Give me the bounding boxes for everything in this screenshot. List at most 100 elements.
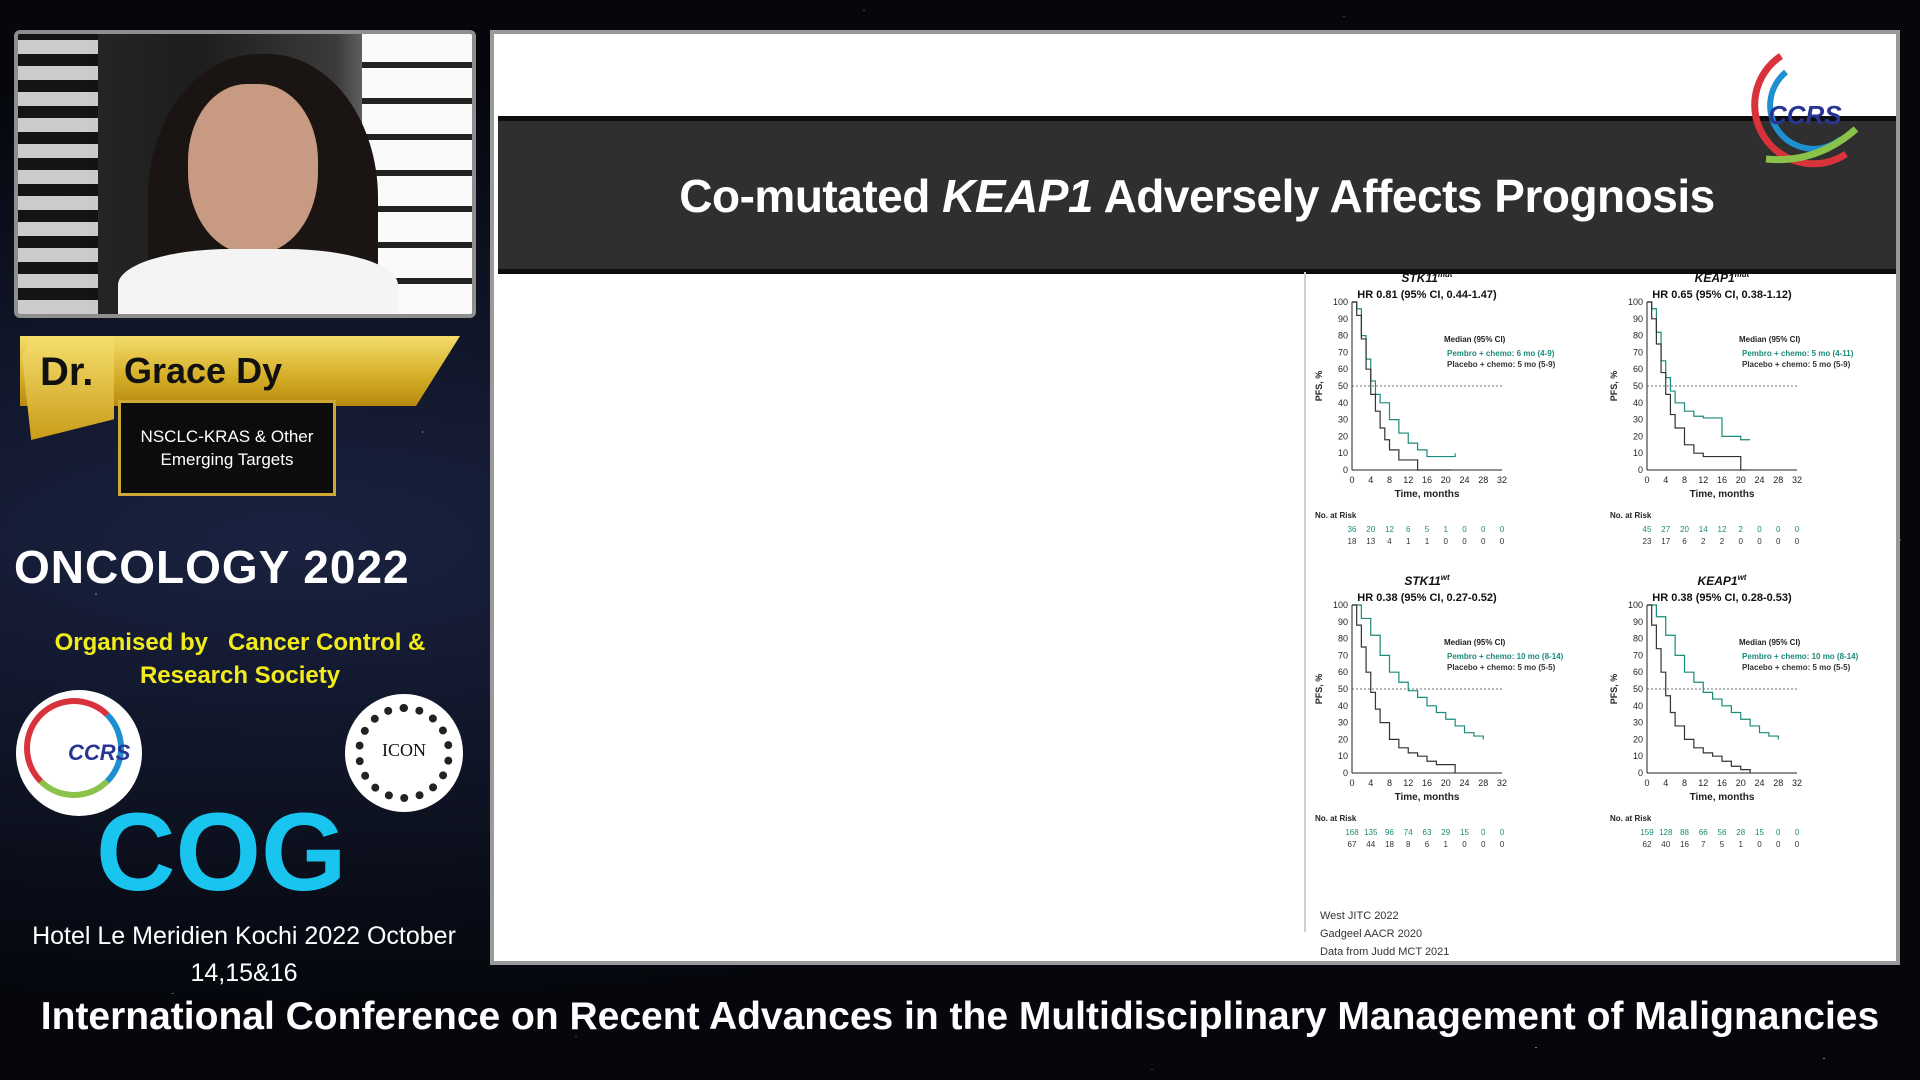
km-x-tick-label: 12 — [1698, 475, 1708, 485]
ccrs-ring-icon — [24, 698, 124, 798]
km-y-tick-label: 50 — [1338, 381, 1348, 391]
km-at-risk-value: 17 — [1661, 537, 1670, 546]
km-at-risk-value: 0 — [1757, 537, 1762, 546]
km-x-tick-label: 20 — [1736, 475, 1746, 485]
km-x-tick-label: 24 — [1459, 778, 1469, 788]
km-hr: HR 0.38 (95% CI, 0.28-0.53) — [1652, 592, 1792, 604]
km-y-label: PFS, % — [1314, 674, 1324, 705]
speaker-prefix: Dr. — [40, 350, 94, 394]
km-y-tick-label: 30 — [1338, 415, 1348, 425]
organiser-block: Organised by Cancer Control & Research S… — [20, 626, 460, 692]
km-y-tick-label: 0 — [1638, 465, 1643, 475]
km-at-risk-value: 0 — [1500, 525, 1505, 534]
km-at-risk-value: 0 — [1481, 537, 1486, 546]
km-y-tick-label: 100 — [1333, 600, 1348, 610]
km-at-risk-value: 0 — [1757, 525, 1762, 534]
km-y-tick-label: 80 — [1338, 634, 1348, 644]
km-at-risk-value: 0 — [1776, 840, 1781, 849]
km-at-risk-value: 2 — [1739, 525, 1744, 534]
km-at-risk-value: 6 — [1425, 840, 1430, 849]
km-x-tick-label: 8 — [1682, 778, 1687, 788]
km-legend-entry: Pembro + chemo: 10 mo (8-14) — [1742, 652, 1859, 661]
km-x-tick-label: 20 — [1736, 778, 1746, 788]
km-at-risk-value: 0 — [1462, 525, 1467, 534]
km-at-risk-value: 0 — [1795, 828, 1800, 837]
km-at-risk-value: 0 — [1776, 525, 1781, 534]
km-title: KEAP1wt — [1698, 573, 1747, 588]
km-at-risk-value: 96 — [1385, 828, 1394, 837]
km-y-tick-label: 20 — [1633, 431, 1643, 441]
km-y-tick-label: 10 — [1633, 751, 1643, 761]
km-title: STK11mut — [1401, 272, 1452, 285]
venue-text: Hotel Le Meridien Kochi 2022 October 14,… — [32, 922, 456, 987]
km-legend-entry: Pembro + chemo: 10 mo (8-14) — [1447, 652, 1564, 661]
km-y-tick-label: 90 — [1338, 617, 1348, 627]
km-y-tick-label: 100 — [1628, 297, 1643, 307]
km-x-tick-label: 12 — [1698, 778, 1708, 788]
km-hr: HR 0.81 (95% CI, 0.44-1.47) — [1357, 289, 1497, 301]
km-legend-entry: Pembro + chemo: 6 mo (4-9) — [1447, 349, 1555, 358]
km-at-risk-value: 0 — [1444, 537, 1449, 546]
icon-ring-icon — [355, 704, 453, 802]
km-legend-title: Median (95% CI) — [1739, 638, 1801, 647]
icon-logo: ICON — [345, 694, 463, 812]
reference-item: West JITC 2022 — [1320, 910, 1399, 922]
km-at-risk-value: 23 — [1643, 537, 1652, 546]
slide-header: Co-mutated KEAP1 Adversely Affects Progn… — [498, 116, 1896, 274]
km-x-tick-label: 8 — [1387, 475, 1392, 485]
km-x-tick-label: 32 — [1497, 475, 1507, 485]
km-series-line — [1647, 301, 1746, 471]
event-name: ONCOLOGY 2022 — [14, 541, 410, 593]
km-legend-title: Median (95% CI) — [1444, 638, 1506, 647]
conference-title: International Conference on Recent Advan… — [40, 995, 1880, 1038]
km-series-line — [1647, 604, 1751, 773]
km-x-label: Time, months — [1395, 792, 1460, 803]
km-y-tick-label: 90 — [1633, 617, 1643, 627]
km-x-tick-label: 28 — [1478, 475, 1488, 485]
km-x-tick-label: 4 — [1663, 778, 1668, 788]
km-x-tick-label: 8 — [1682, 475, 1687, 485]
km-x-tick-label: 16 — [1422, 475, 1432, 485]
km-y-tick-label: 90 — [1633, 314, 1643, 324]
km-x-tick-label: 12 — [1403, 475, 1413, 485]
km-x-tick-label: 32 — [1792, 778, 1802, 788]
km-title-sup: wt — [1738, 573, 1747, 582]
km-at-risk-value: 28 — [1736, 828, 1745, 837]
ccrs-logo-text: CCRS — [68, 740, 131, 765]
km-legend-entry: Placebo + chemo: 5 mo (5-9) — [1447, 360, 1556, 369]
km-at-risk-value: 1 — [1406, 537, 1411, 546]
km-at-risk-value: 62 — [1643, 840, 1652, 849]
km-x-tick-label: 20 — [1441, 778, 1451, 788]
km-y-tick-label: 20 — [1338, 431, 1348, 441]
km-y-tick-label: 50 — [1633, 684, 1643, 694]
km-y-tick-label: 70 — [1338, 650, 1348, 660]
slide-title-pre: Co-mutated — [679, 170, 943, 222]
organised-label: Organised by — [54, 629, 208, 656]
km-x-label: Time, months — [1690, 792, 1755, 803]
km-at-risk-value: 14 — [1699, 525, 1708, 534]
km-series-line — [1352, 301, 1456, 458]
slide-logo-text: CCRS — [1768, 100, 1842, 130]
slide-divider — [1304, 272, 1306, 932]
km-x-tick-label: 32 — [1497, 778, 1507, 788]
km-at-risk-value: 0 — [1500, 537, 1505, 546]
km-y-label: PFS, % — [1314, 371, 1324, 402]
km-at-risk-label: No. at Risk — [1315, 814, 1357, 823]
logo-arc-red — [1751, 53, 1848, 168]
km-at-risk-value: 4 — [1387, 537, 1392, 546]
km-x-tick-label: 24 — [1754, 778, 1764, 788]
km-at-risk-value: 36 — [1348, 525, 1357, 534]
km-at-risk-value: 88 — [1680, 828, 1689, 837]
km-legend-entry: Pembro + chemo: 5 mo (4-11) — [1742, 349, 1854, 358]
km-at-risk-value: 0 — [1776, 828, 1781, 837]
slide-title-post: Adversely Affects Prognosis — [1093, 170, 1716, 222]
km-series-line — [1647, 604, 1779, 740]
km-at-risk-value: 0 — [1500, 828, 1505, 837]
km-title-sup: mut — [1438, 272, 1453, 279]
km-at-risk-value: 0 — [1481, 525, 1486, 534]
slide-references: West JITC 2022 Gadgeel AACR 2020 Data fr… — [1320, 907, 1449, 961]
km-y-tick-label: 80 — [1633, 634, 1643, 644]
km-y-tick-label: 80 — [1338, 331, 1348, 341]
